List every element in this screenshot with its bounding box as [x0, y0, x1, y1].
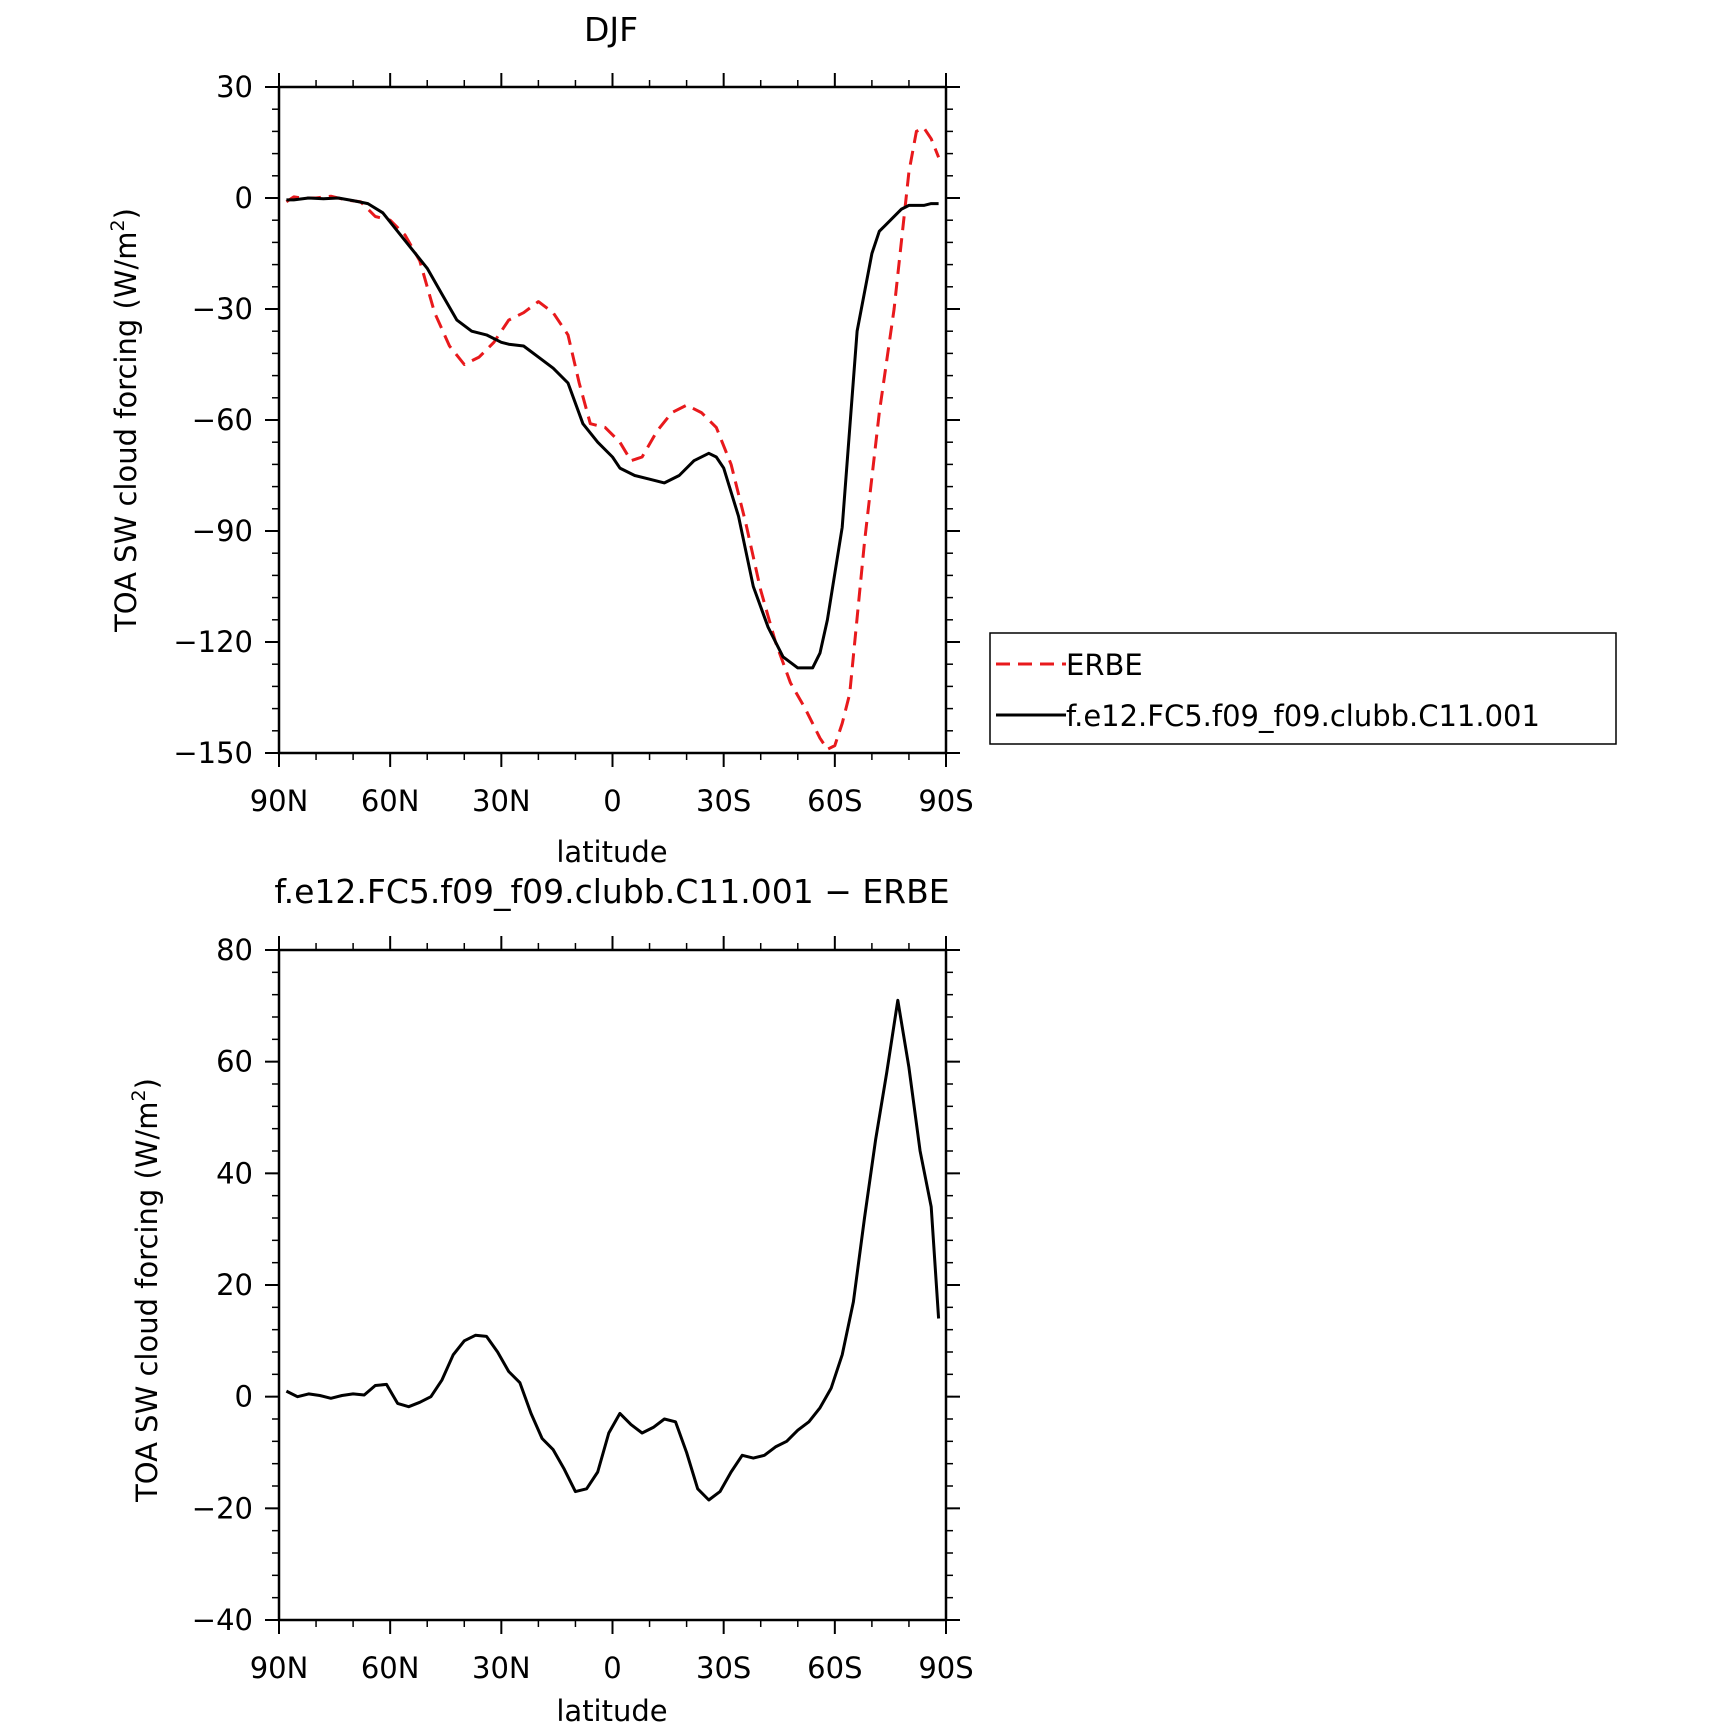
x-tick-label: 60N — [361, 784, 420, 818]
y-tick-label: −120 — [173, 625, 253, 659]
legend-box — [989, 632, 1617, 745]
x-axis-label: latitude — [556, 835, 667, 869]
y-tick-label: 0 — [235, 181, 253, 215]
y-tick-label: −150 — [173, 736, 253, 770]
chart-title: DJF — [584, 10, 638, 49]
y-axis-label: TOA SW cloud forcing (W/m2) — [107, 208, 143, 633]
y-tick-label: 40 — [216, 1156, 253, 1190]
y-tick-label: −40 — [192, 1603, 253, 1637]
series-line-model — [286, 196, 939, 670]
x-tick-label: 30N — [472, 784, 531, 818]
y-tick-label: −30 — [192, 292, 253, 326]
axis-ticks: 90N 60N 30N 0 30S 60S 90S 30 0 −30 −60 −90 −120 −150 — [173, 70, 973, 818]
plot-frame — [277, 948, 948, 1622]
legend: ERBE f.e12.FC5.f09_f09.clubb.C11.001 — [989, 632, 1617, 745]
legend-label-model: f.e12.FC5.f09_f09.clubb.C11.001 — [1066, 699, 1540, 733]
y-tick-label: 80 — [216, 933, 253, 967]
x-tick-label: 90S — [918, 784, 973, 818]
y-tick-label: −20 — [192, 1491, 253, 1525]
x-tick-label: 60S — [807, 1651, 862, 1685]
x-tick-label: 60N — [361, 1651, 420, 1685]
x-tick-label: 90S — [918, 1651, 973, 1685]
series-layer — [285, 998, 941, 1502]
djf-panel: DJF 90N 60N 30N 0 30S 60S 90S 30 0 −30 −60 −90 −120 −… — [107, 10, 1617, 869]
x-tick-label: 30S — [696, 784, 751, 818]
x-tick-label: 0 — [603, 1651, 621, 1685]
x-axis-label: latitude — [556, 1694, 667, 1723]
series-layer — [285, 126, 940, 751]
y-tick-label: −90 — [192, 514, 253, 548]
x-tick-label: 0 — [603, 784, 621, 818]
series-line-difference — [285, 998, 941, 1502]
x-tick-label: 90N — [250, 784, 309, 818]
x-tick-label: 30S — [696, 1651, 751, 1685]
plot-frame — [277, 85, 948, 755]
legend-label-erbe: ERBE — [1066, 648, 1143, 682]
y-tick-label: 60 — [216, 1045, 253, 1079]
chart-title: f.e12.FC5.f09_f09.clubb.C11.001 − ERBE — [274, 872, 949, 911]
y-tick-label: 20 — [216, 1268, 253, 1302]
y-tick-label: 30 — [216, 70, 253, 104]
difference-panel: f.e12.FC5.f09_f09.clubb.C11.001 − ERBE 9… — [128, 872, 974, 1723]
y-tick-label: 0 — [235, 1380, 253, 1414]
x-tick-label: 90N — [250, 1651, 309, 1685]
y-axis-label: TOA SW cloud forcing (W/m2) — [128, 1078, 164, 1503]
series-line-erbe — [285, 126, 940, 751]
x-tick-label: 30N — [472, 1651, 531, 1685]
x-tick-label: 60S — [807, 784, 862, 818]
axis-ticks: 90N 60N 30N 0 30S 60S 90S 80 60 40 20 0 −20 −40 — [192, 933, 974, 1685]
y-tick-label: −60 — [192, 403, 253, 437]
